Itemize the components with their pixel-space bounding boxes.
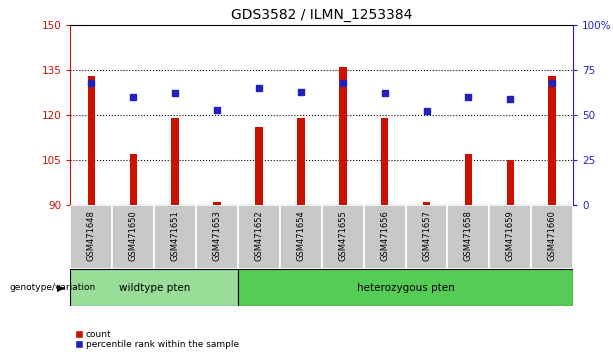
Bar xyxy=(322,205,364,269)
Point xyxy=(463,94,473,100)
Bar xyxy=(364,205,406,269)
Bar xyxy=(172,118,179,205)
Text: GSM471659: GSM471659 xyxy=(506,211,515,261)
Point xyxy=(86,80,96,85)
Bar xyxy=(297,118,305,205)
Bar xyxy=(531,205,573,269)
Bar xyxy=(213,202,221,205)
Bar xyxy=(88,76,95,205)
Text: GSM471650: GSM471650 xyxy=(129,211,138,261)
Point xyxy=(129,94,139,100)
Bar xyxy=(154,205,196,269)
Point xyxy=(254,85,264,91)
Bar xyxy=(196,205,238,269)
Text: GSM471656: GSM471656 xyxy=(380,211,389,261)
Bar xyxy=(238,205,280,269)
Bar xyxy=(549,76,556,205)
Bar xyxy=(423,202,430,205)
Bar xyxy=(465,154,472,205)
Point xyxy=(547,80,557,85)
Text: GSM471660: GSM471660 xyxy=(547,211,557,261)
Legend: count, percentile rank within the sample: count, percentile rank within the sample xyxy=(75,330,239,349)
Text: heterozygous pten: heterozygous pten xyxy=(357,282,454,293)
Point xyxy=(505,96,515,102)
Text: GSM471658: GSM471658 xyxy=(464,211,473,261)
Point xyxy=(296,89,306,95)
Text: GSM471653: GSM471653 xyxy=(213,211,222,261)
Bar xyxy=(70,205,112,269)
Bar xyxy=(506,160,514,205)
Bar xyxy=(129,154,137,205)
Text: GSM471648: GSM471648 xyxy=(87,211,96,261)
Bar xyxy=(489,205,531,269)
Text: GSM471655: GSM471655 xyxy=(338,211,348,261)
Bar xyxy=(70,269,238,306)
Title: GDS3582 / ILMN_1253384: GDS3582 / ILMN_1253384 xyxy=(231,8,413,22)
Text: GSM471654: GSM471654 xyxy=(296,211,305,261)
Point xyxy=(422,109,432,114)
Text: GSM471652: GSM471652 xyxy=(254,211,264,261)
Bar xyxy=(447,205,489,269)
Text: GSM471651: GSM471651 xyxy=(170,211,180,261)
Point xyxy=(170,91,180,96)
Bar xyxy=(381,118,389,205)
Bar xyxy=(280,205,322,269)
Point xyxy=(380,91,390,96)
Text: genotype/variation: genotype/variation xyxy=(9,283,96,292)
Text: wildtype pten: wildtype pten xyxy=(118,282,190,293)
Bar xyxy=(112,205,154,269)
Point xyxy=(338,80,348,85)
Bar xyxy=(339,67,346,205)
Bar xyxy=(238,269,573,306)
Text: GSM471657: GSM471657 xyxy=(422,211,431,261)
Bar xyxy=(406,205,447,269)
Text: ▶: ▶ xyxy=(57,282,64,293)
Bar xyxy=(255,127,263,205)
Point xyxy=(212,107,222,113)
